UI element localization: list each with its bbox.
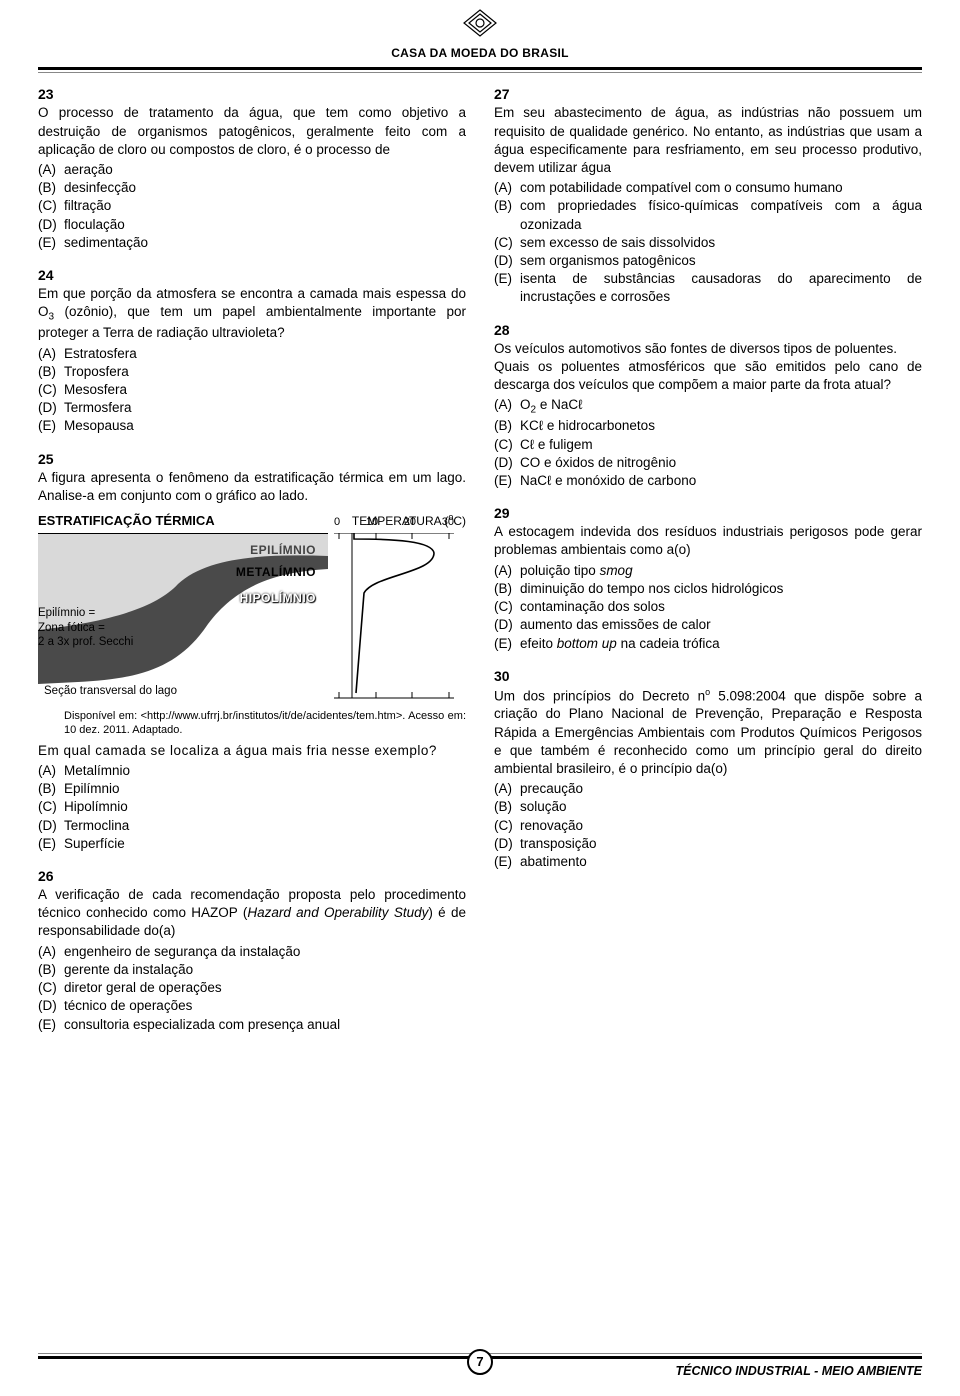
- q27-text: Em seu abastecimento de água, as indústr…: [494, 104, 922, 177]
- q23-opt-b: desinfecção: [64, 179, 466, 197]
- q27-opt-a: com potabilidade compatível com o consum…: [520, 179, 922, 197]
- question-24: 24 Em que porção da atmosfera se encontr…: [38, 266, 466, 436]
- q24-text: Em que porção da atmosfera se encontra a…: [38, 285, 466, 343]
- q25-opt-a: Metalímnio: [64, 762, 466, 780]
- q30-opt-e: abatimento: [520, 853, 922, 871]
- question-28: 28 Os veículos automotivos são fontes de…: [494, 321, 922, 491]
- q26-text: A verificação de cada recomendação propo…: [38, 886, 466, 941]
- brand-text: CASA DA MOEDA DO BRASIL: [38, 45, 922, 61]
- q30-options: (A)precaução (B)solução (C)renovação (D)…: [494, 780, 922, 871]
- page-footer: 7 TÉCNICO INDUSTRIAL - MEIO AMBIENTE: [38, 1353, 922, 1380]
- q24-number: 24: [38, 266, 466, 285]
- q25-opt-b: Epilímnio: [64, 780, 466, 798]
- q28-opt-d: CO e óxidos de nitrogênio: [520, 454, 922, 472]
- q24-opt-c: Mesosfera: [64, 381, 466, 399]
- q23-options: (A)aeração (B)desinfecção (C)filtração (…: [38, 161, 466, 252]
- q28-text1: Os veículos automotivos são fontes de di…: [494, 340, 922, 358]
- q30-opt-a: precaução: [520, 780, 922, 798]
- question-27: 27 Em seu abastecimento de água, as indú…: [494, 85, 922, 306]
- q28-opt-b: KCℓ e hidrocarbonetos: [520, 417, 922, 435]
- temperature-chart: 0 10 20 30: [334, 533, 454, 703]
- page-number: 7: [467, 1349, 493, 1375]
- footer-role: TÉCNICO INDUSTRIAL - MEIO AMBIENTE: [675, 1363, 922, 1380]
- q28-text2: Quais os poluentes atmosféricos que são …: [494, 358, 922, 394]
- q29-opt-e: efeito bottom up na cadeia trófica: [520, 635, 922, 653]
- fig-title: ESTRATIFICAÇÃO TÉRMICA: [38, 512, 215, 530]
- q25-opt-e: Superfície: [64, 835, 466, 853]
- q25-figure: ESTRATIFICAÇÃO TÉRMICA TEMPERATURA (oC) …: [38, 511, 466, 703]
- q25-opt-c: Hipolímnio: [64, 798, 466, 816]
- logo-icon: [458, 8, 502, 43]
- question-30: 30 Um dos princípios do Decreto no 5.098…: [494, 667, 922, 872]
- q25-qtext: Em qual camada se localiza a água mais f…: [38, 742, 466, 760]
- q28-number: 28: [494, 321, 922, 340]
- page-header: CASA DA MOEDA DO BRASIL: [38, 0, 922, 61]
- q28-opt-c: Cℓ e fuligem: [520, 436, 922, 454]
- q29-opt-c: contaminação dos solos: [520, 598, 922, 616]
- question-29: 29 A estocagem indevida dos resíduos ind…: [494, 504, 922, 652]
- question-25: 25 A figura apresenta o fenômeno da estr…: [38, 450, 466, 853]
- q30-opt-b: solução: [520, 798, 922, 816]
- lake-diagram: EPILÍMNIO METALÍMNIO HIPOLÍMNIO Epilímni…: [38, 533, 328, 703]
- q26-opt-b: gerente da instalação: [64, 961, 466, 979]
- q29-opt-a: poluição tipo smog: [520, 562, 922, 580]
- q27-number: 27: [494, 85, 922, 104]
- q29-number: 29: [494, 504, 922, 523]
- q25-source: Disponível em: <http://www.ufrrj.br/inst…: [64, 709, 466, 738]
- q25-opt-d: Termoclina: [64, 817, 466, 835]
- q28-options: (A)O2 e NaCℓ (B)KCℓ e hidrocarbonetos (C…: [494, 396, 922, 490]
- q29-options: (A)poluição tipo smog (B)diminuição do t…: [494, 562, 922, 653]
- q28-opt-e: NaCℓ e monóxido de carbono: [520, 472, 922, 490]
- q23-opt-a: aeração: [64, 161, 466, 179]
- q27-opt-e: isenta de substâncias causadoras do apar…: [520, 270, 922, 306]
- q23-opt-c: filtração: [64, 197, 466, 215]
- q24-opt-e: Mesopausa: [64, 417, 466, 435]
- q25-intro: A figura apresenta o fenômeno da estrati…: [38, 469, 466, 505]
- q25-number: 25: [38, 450, 466, 469]
- q26-options: (A)engenheiro de segurança da instalação…: [38, 943, 466, 1034]
- q25-options: (A)Metalímnio (B)Epilímnio (C)Hipolímnio…: [38, 762, 466, 853]
- label-hipolimnio: HIPOLÍMNIO: [240, 590, 316, 606]
- q27-opt-b: com propriedades físico-químicas compatí…: [520, 197, 922, 233]
- content-columns: 23 O processo de tratamento da água, que…: [38, 85, 922, 1047]
- q26-opt-c: diretor geral de operações: [64, 979, 466, 997]
- q23-text: O processo de tratamento da água, que te…: [38, 104, 466, 159]
- right-column: 27 Em seu abastecimento de água, as indú…: [494, 85, 922, 1047]
- bottom-note: Seção transversal do lago: [44, 684, 177, 700]
- q29-text: A estocagem indevida dos resíduos indust…: [494, 523, 922, 559]
- q27-options: (A)com potabilidade compatível com o con…: [494, 179, 922, 307]
- q30-number: 30: [494, 667, 922, 686]
- q27-opt-d: sem organismos patogênicos: [520, 252, 922, 270]
- question-23: 23 O processo de tratamento da água, que…: [38, 85, 466, 252]
- q24-opt-a: Estratosfera: [64, 345, 466, 363]
- left-column: 23 O processo de tratamento da água, que…: [38, 85, 466, 1047]
- q29-opt-b: diminuição do tempo nos ciclos hidrológi…: [520, 580, 922, 598]
- label-metalimnio: METALÍMNIO: [236, 564, 316, 580]
- q26-opt-d: técnico de operações: [64, 997, 466, 1015]
- q23-number: 23: [38, 85, 466, 104]
- q26-number: 26: [38, 867, 466, 886]
- q23-opt-e: sedimentação: [64, 234, 466, 252]
- header-rule: [38, 67, 922, 73]
- question-26: 26 A verificação de cada recomendação pr…: [38, 867, 466, 1034]
- q27-opt-c: sem excesso de sais dissolvidos: [520, 234, 922, 252]
- q28-opt-a: O2 e NaCℓ: [520, 396, 922, 417]
- q30-opt-c: renovação: [520, 817, 922, 835]
- q23-opt-d: floculação: [64, 216, 466, 234]
- left-note: Epilímnio = Zona fótica = 2 a 3x prof. S…: [38, 606, 133, 649]
- label-epilimnio: EPILÍMNIO: [250, 542, 316, 558]
- q24-options: (A)Estratosfera (B)Troposfera (C)Mesosfe…: [38, 345, 466, 436]
- temp-curve: [354, 533, 434, 693]
- q30-opt-d: transposição: [520, 835, 922, 853]
- q24-opt-d: Termosfera: [64, 399, 466, 417]
- q29-opt-d: aumento das emissões de calor: [520, 616, 922, 634]
- q26-opt-e: consultoria especializada com presença a…: [64, 1016, 466, 1034]
- q30-text: Um dos princípios do Decreto no 5.098:20…: [494, 686, 922, 779]
- q24-opt-b: Troposfera: [64, 363, 466, 381]
- q26-opt-a: engenheiro de segurança da instalação: [64, 943, 466, 961]
